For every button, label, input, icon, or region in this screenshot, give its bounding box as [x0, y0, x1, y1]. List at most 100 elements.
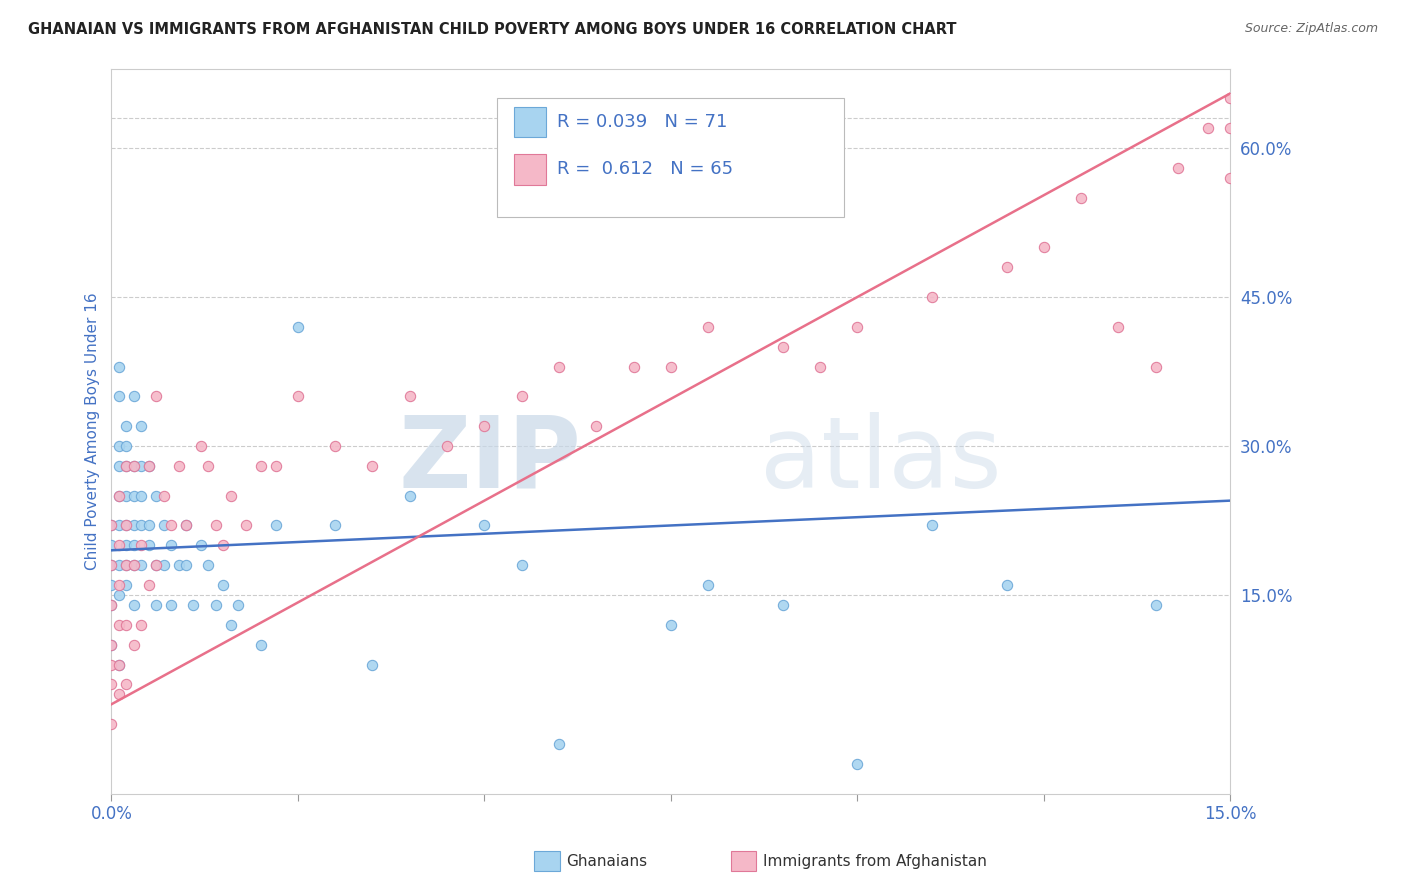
- Point: [167, 458, 190, 473]
- Point: [100, 638, 122, 652]
- Point: [115, 558, 138, 573]
- Point: [100, 558, 122, 573]
- Point: [138, 458, 160, 473]
- Point: [287, 389, 309, 403]
- Point: [108, 657, 131, 672]
- Point: [129, 558, 152, 573]
- Point: [100, 518, 122, 533]
- Point: [100, 677, 122, 691]
- Point: [152, 558, 174, 573]
- Point: [323, 518, 346, 533]
- Point: [145, 558, 167, 573]
- Point: [361, 657, 384, 672]
- Y-axis label: Child Poverty Among Boys Under 16: Child Poverty Among Boys Under 16: [86, 293, 100, 570]
- Point: [205, 598, 228, 612]
- Point: [212, 538, 235, 552]
- Point: [190, 439, 212, 453]
- Point: [100, 558, 122, 573]
- Point: [921, 518, 943, 533]
- Point: [160, 598, 183, 612]
- Point: [1144, 598, 1167, 612]
- Point: [145, 598, 167, 612]
- Point: [129, 489, 152, 503]
- Point: [474, 518, 496, 533]
- Point: [115, 677, 138, 691]
- Point: [115, 489, 138, 503]
- Point: [129, 458, 152, 473]
- Point: [398, 489, 420, 503]
- Point: [197, 558, 219, 573]
- Point: [115, 458, 138, 473]
- Point: [585, 419, 607, 434]
- Point: [122, 389, 145, 403]
- Point: [697, 319, 720, 334]
- Point: [160, 538, 183, 552]
- Point: [138, 538, 160, 552]
- Point: [100, 638, 122, 652]
- Point: [510, 558, 533, 573]
- Point: [115, 617, 138, 632]
- Point: [1032, 240, 1054, 254]
- Point: [264, 518, 287, 533]
- Point: [846, 756, 869, 771]
- Point: [115, 458, 138, 473]
- Point: [115, 439, 138, 453]
- Point: [659, 359, 682, 374]
- Point: [138, 518, 160, 533]
- Point: [548, 359, 571, 374]
- Point: [264, 458, 287, 473]
- Point: [108, 359, 131, 374]
- Point: [122, 638, 145, 652]
- Point: [138, 578, 160, 592]
- Point: [100, 657, 122, 672]
- Point: [122, 558, 145, 573]
- Point: [129, 518, 152, 533]
- Point: [100, 538, 122, 552]
- Point: [623, 359, 645, 374]
- Point: [235, 518, 257, 533]
- Text: R = 0.039   N = 71: R = 0.039 N = 71: [557, 113, 727, 131]
- Point: [1144, 359, 1167, 374]
- Point: [108, 538, 131, 552]
- Point: [152, 489, 174, 503]
- Point: [808, 359, 831, 374]
- Point: [174, 558, 197, 573]
- Point: [197, 458, 219, 473]
- Point: [108, 687, 131, 701]
- Point: [190, 538, 212, 552]
- FancyBboxPatch shape: [498, 97, 845, 217]
- Point: [145, 389, 167, 403]
- Point: [219, 617, 242, 632]
- Point: [100, 717, 122, 731]
- Point: [474, 419, 496, 434]
- Point: [1219, 91, 1241, 105]
- Point: [510, 389, 533, 403]
- Point: [361, 458, 384, 473]
- Point: [697, 578, 720, 592]
- Point: [1070, 191, 1092, 205]
- Point: [100, 598, 122, 612]
- Point: [115, 419, 138, 434]
- Text: GHANAIAN VS IMMIGRANTS FROM AFGHANISTAN CHILD POVERTY AMONG BOYS UNDER 16 CORREL: GHANAIAN VS IMMIGRANTS FROM AFGHANISTAN …: [28, 22, 956, 37]
- Point: [129, 419, 152, 434]
- Point: [772, 598, 794, 612]
- Point: [995, 260, 1018, 275]
- Point: [108, 489, 131, 503]
- Point: [122, 558, 145, 573]
- Point: [249, 458, 271, 473]
- Text: ZIP: ZIP: [398, 411, 581, 508]
- Point: [129, 617, 152, 632]
- Text: Ghanaians: Ghanaians: [567, 855, 648, 869]
- Point: [1167, 161, 1189, 175]
- Point: [921, 290, 943, 304]
- Point: [167, 558, 190, 573]
- Point: [122, 458, 145, 473]
- Point: [108, 389, 131, 403]
- Point: [108, 518, 131, 533]
- Point: [1219, 121, 1241, 136]
- Text: atlas: atlas: [761, 411, 1002, 508]
- Point: [846, 319, 869, 334]
- Point: [174, 518, 197, 533]
- Point: [772, 340, 794, 354]
- Point: [212, 578, 235, 592]
